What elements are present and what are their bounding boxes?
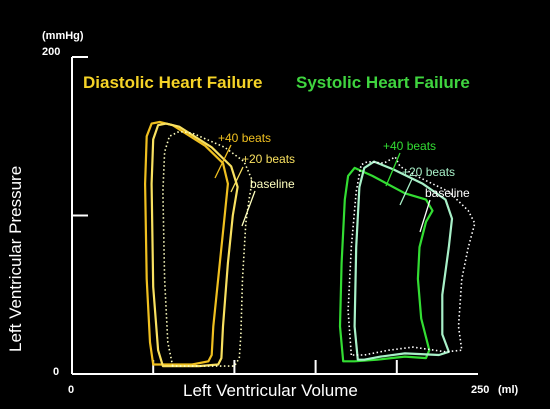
y-tick-label-min: 0 <box>53 366 60 378</box>
y-unit-label: (mmHg) <box>42 30 84 42</box>
panel-title-systolic: Systolic Heart Failure <box>296 73 470 92</box>
leader-line-3 <box>385 152 401 187</box>
pv-loop-systolic-1 <box>353 160 454 361</box>
pv-loop-systolic-0 <box>338 166 434 363</box>
x-tick-label-max: 250 <box>471 384 490 396</box>
leader-line-0 <box>214 144 232 179</box>
pv-loop-diastolic-2 <box>162 130 254 367</box>
x-axis-label: Left Ventricular Volume <box>183 381 358 400</box>
legend-label-diastolic-20: +20 beats <box>242 152 296 166</box>
x-tick-label-min: 0 <box>68 384 75 396</box>
legend-label-systolic-40: +40 beats <box>383 139 437 153</box>
y-tick-label-max: 200 <box>42 46 61 58</box>
leader-line-1 <box>230 166 244 193</box>
pv-loop-diastolic-1 <box>150 122 239 368</box>
legend-label-diastolic-baseline: baseline <box>250 177 295 191</box>
legend-label-diastolic-40: +40 beats <box>218 131 272 145</box>
x-unit-label: (ml) <box>498 384 519 396</box>
leader-line-4 <box>399 178 413 206</box>
leader-line-2 <box>241 190 256 227</box>
leader-line-5 <box>419 199 431 233</box>
panel-title-diastolic: Diastolic Heart Failure <box>83 73 263 92</box>
pv-loop-diastolic-0 <box>144 120 229 366</box>
legend-label-systolic-baseline: baseline <box>425 186 470 200</box>
y-axis-label: Left Ventricular Pressure <box>6 165 25 352</box>
legend-label-systolic-20: +20 beats <box>402 165 456 179</box>
pv-loop-systolic-2 <box>347 156 476 356</box>
